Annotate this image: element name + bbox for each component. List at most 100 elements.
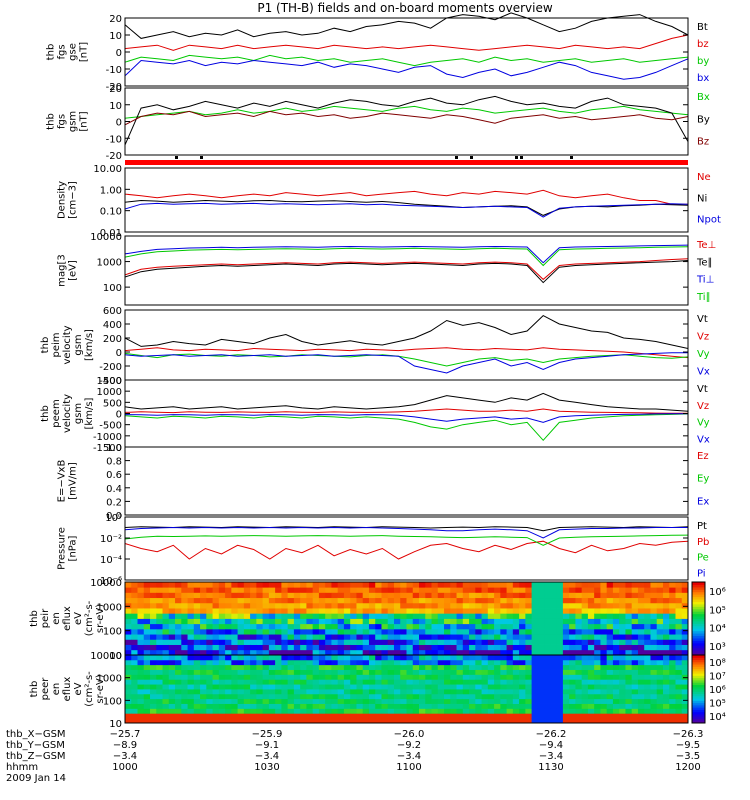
heatmap-cell xyxy=(512,659,520,666)
heatmap-cell xyxy=(362,703,370,709)
heatmap-cell xyxy=(606,655,614,661)
heatmap-cell xyxy=(237,628,245,635)
heatmap-cell xyxy=(306,608,314,614)
heatmap-cell xyxy=(612,684,620,690)
heatmap-cell xyxy=(300,613,307,619)
heatmap-cell xyxy=(162,689,170,695)
heatmap-cell xyxy=(506,639,514,645)
heatmap-cell xyxy=(462,664,470,670)
heatmap-cell xyxy=(506,655,514,661)
heatmap-cell xyxy=(337,649,345,656)
heatmap-cell xyxy=(437,618,445,625)
heatmap-cell xyxy=(506,718,514,724)
heatmap-cell xyxy=(512,713,520,719)
heatmap-cell xyxy=(462,628,470,635)
heatmap-cell xyxy=(475,592,482,599)
heatmap-cell xyxy=(237,684,245,690)
heatmap-cell xyxy=(475,587,482,593)
heatmap-cell xyxy=(575,623,583,630)
heatmap-cell xyxy=(469,582,476,588)
heatmap-cell xyxy=(375,613,382,619)
heatmap-cell xyxy=(337,693,345,700)
heatmap-cell xyxy=(318,602,326,609)
heatmap-cell xyxy=(293,597,301,604)
heatmap-cell xyxy=(206,708,213,714)
x-axis-row-label: thb_Y−GSM xyxy=(6,740,65,751)
heatmap-cell xyxy=(619,698,626,704)
heatmap-cell xyxy=(337,669,345,675)
heatmap-cell xyxy=(237,693,245,700)
heatmap-cell xyxy=(200,698,207,704)
heatmap-cell xyxy=(175,718,182,724)
heatmap-cell xyxy=(312,582,320,588)
heatmap-cell xyxy=(500,608,507,614)
heatmap-cell xyxy=(262,608,270,614)
y-axis-label-line: thb xyxy=(40,337,51,354)
heatmap-cell xyxy=(243,684,251,690)
heatmap-cell xyxy=(175,703,182,709)
heatmap-cell xyxy=(150,703,157,709)
heatmap-cell xyxy=(619,608,626,614)
heatmap-cell xyxy=(268,597,276,604)
y-tick-label: 10000 xyxy=(90,232,122,243)
heatmap-cell xyxy=(469,693,476,700)
heatmap-cell xyxy=(181,628,188,635)
y-tick-label: -10 xyxy=(106,65,122,76)
heatmap-cell xyxy=(681,684,689,690)
heatmap-cell xyxy=(381,602,389,609)
heatmap-cell xyxy=(606,613,614,619)
heatmap-cell xyxy=(469,602,476,609)
heatmap-cell xyxy=(487,698,495,704)
heatmap-cell xyxy=(356,659,364,666)
heatmap-cell xyxy=(337,602,345,609)
heatmap-cell xyxy=(325,674,332,680)
heatmap-cell xyxy=(181,623,188,630)
heatmap-cell xyxy=(337,628,345,635)
colorbar-segment xyxy=(692,586,705,590)
heatmap-cell xyxy=(475,602,482,609)
heatmap-cell xyxy=(350,644,357,651)
heatmap-cell xyxy=(162,628,170,635)
heatmap-cell xyxy=(362,718,370,724)
heatmap-cell xyxy=(450,639,457,645)
heatmap-cell xyxy=(444,713,451,719)
heatmap-cell xyxy=(318,623,326,630)
colorbar-tick-label: 10⁶ xyxy=(709,587,726,598)
heatmap-cell xyxy=(419,718,426,724)
heatmap-cell xyxy=(406,713,414,719)
y-axis-label-line: thb xyxy=(46,113,57,130)
heatmap-cell xyxy=(287,628,295,635)
heatmap-cell xyxy=(500,639,507,645)
heatmap-cell xyxy=(469,644,476,651)
heatmap-cell xyxy=(462,602,470,609)
heatmap-cell xyxy=(318,628,326,635)
heatmap-cell xyxy=(331,644,339,651)
heatmap-cell xyxy=(475,698,482,704)
heatmap-cell xyxy=(562,659,570,666)
heatmap-cell xyxy=(425,618,432,625)
heatmap-cell xyxy=(343,713,351,719)
heatmap-cell xyxy=(419,602,426,609)
heatmap-cell xyxy=(125,613,132,619)
heatmap-cell xyxy=(181,602,188,609)
heatmap-cell xyxy=(237,608,245,614)
heatmap-cell xyxy=(137,655,145,661)
heatmap-cell xyxy=(625,703,633,709)
heatmap-cell xyxy=(125,597,132,604)
legend-item: Bt xyxy=(697,22,708,33)
heatmap-cell xyxy=(519,708,526,714)
heatmap-cell xyxy=(419,664,426,670)
heatmap-cell xyxy=(456,639,464,645)
heatmap-cell xyxy=(281,713,289,719)
heatmap-cell xyxy=(544,644,551,651)
heatmap-cell xyxy=(368,649,376,656)
y-tick-label: 0.2 xyxy=(106,497,122,508)
heatmap-cell xyxy=(162,634,170,640)
heatmap-cell xyxy=(575,659,583,666)
heatmap-cell xyxy=(475,708,482,714)
heatmap-cell xyxy=(569,698,576,704)
heatmap-cell xyxy=(200,689,207,695)
heatmap-cell xyxy=(525,582,533,588)
heatmap-cell xyxy=(637,644,645,651)
heatmap-cell xyxy=(350,655,357,661)
